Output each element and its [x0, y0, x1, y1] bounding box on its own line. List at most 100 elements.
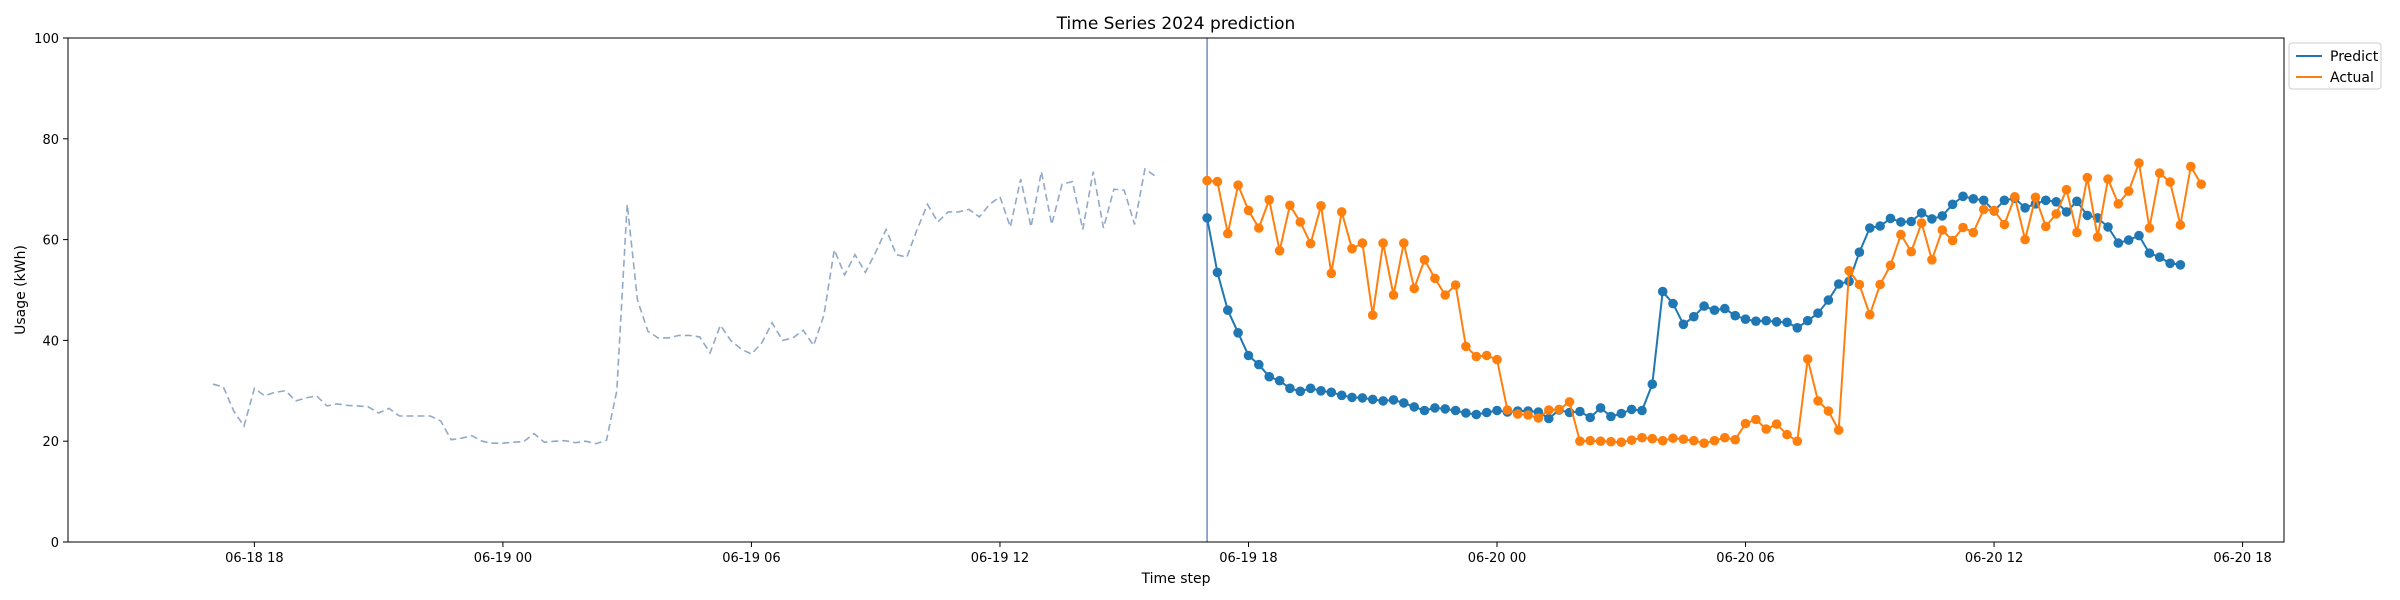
actual-point — [1647, 433, 1658, 444]
actual-point — [2123, 186, 2134, 196]
predict-point — [2123, 235, 2134, 245]
predict-point — [1699, 301, 1709, 311]
predict-point — [1761, 315, 1771, 326]
actual-point — [1388, 290, 1399, 300]
predict-point — [1647, 379, 1658, 390]
predict-point — [1823, 295, 1834, 305]
actual-point — [1223, 228, 1233, 239]
predict-point — [1689, 311, 1699, 322]
actual-point — [2082, 172, 2093, 183]
predict-point — [1305, 383, 1316, 394]
actual-point — [1264, 195, 1274, 205]
y-tick-label: 80 — [42, 133, 59, 148]
predict-point — [1212, 267, 1223, 278]
predict-point — [1616, 408, 1627, 419]
actual-point — [2092, 232, 2103, 242]
actual-point — [1564, 397, 1575, 407]
actual-point — [1626, 435, 1637, 446]
history-line — [212, 167, 1156, 445]
actual-point — [1481, 350, 1492, 361]
predict-point — [2154, 252, 2165, 262]
predict-point — [1906, 216, 1916, 227]
actual-point — [2113, 199, 2124, 209]
actual-point — [2165, 177, 2175, 187]
actual-point — [1616, 437, 1627, 448]
predict-point — [1357, 393, 1368, 403]
y-tick-label: 60 — [42, 234, 59, 249]
actual-point — [1336, 207, 1347, 217]
actual-point — [1823, 406, 1834, 416]
legend-label-actual: Actual — [2330, 70, 2374, 86]
predict-point — [1202, 213, 1212, 223]
predict-point — [1657, 286, 1668, 297]
predict-point — [2041, 195, 2051, 206]
actual-point — [1606, 436, 1616, 447]
actual-point — [1254, 223, 1264, 233]
actual-point — [1471, 351, 1482, 362]
predict-point — [1336, 390, 1347, 401]
actual-point — [1792, 436, 1803, 447]
actual-point — [1689, 435, 1699, 446]
predict-point — [1326, 387, 1337, 398]
actual-point — [1896, 229, 1906, 240]
actual-point — [1357, 238, 1368, 248]
predict-point — [2072, 196, 2082, 207]
actual-point — [1233, 180, 1243, 190]
predict-point — [1896, 217, 1906, 227]
actual-point — [1751, 414, 1761, 425]
actual-point — [2030, 192, 2041, 203]
predict-point — [1782, 317, 1792, 328]
actual-point — [2061, 184, 2072, 195]
actual-point — [1761, 424, 1771, 434]
actual-point — [1450, 280, 1461, 290]
predict-point — [1626, 404, 1637, 415]
predict-point — [2134, 230, 2144, 241]
predict-point — [1450, 405, 1461, 416]
x-tick-label: 06-20 00 — [1468, 551, 1526, 566]
actual-point — [1492, 354, 1502, 365]
actual-point — [1243, 205, 1254, 216]
actual-point — [2041, 221, 2051, 232]
x-tick-label: 06-19 00 — [474, 551, 532, 566]
predict-point — [1668, 298, 1678, 309]
predict-point — [1937, 211, 1948, 221]
actual-point — [1274, 245, 1285, 256]
actual-point — [2196, 179, 2206, 189]
plot-area — [212, 38, 2206, 542]
actual-point — [1326, 268, 1337, 279]
predict-point — [2103, 222, 2113, 232]
predict-point — [1958, 191, 1968, 202]
predict-point — [1461, 408, 1471, 418]
predict-point — [1947, 199, 1958, 210]
x-axis: 06-18 18 06-19 00 06-19 06 06-19 12 06-19 18… — [225, 542, 2272, 566]
chart-title: Time Series 2024 prediction — [1056, 14, 1296, 34]
actual-point — [1833, 425, 1844, 435]
actual-point — [1212, 176, 1223, 187]
actual-point — [1720, 432, 1730, 443]
predict-point — [2082, 210, 2093, 221]
predict-point — [1575, 406, 1585, 417]
actual-point — [2020, 234, 2030, 245]
x-tick-label: 06-19 06 — [722, 551, 780, 566]
actual-point — [1906, 246, 1916, 257]
predict-point — [1347, 392, 1357, 403]
predict-point — [1927, 214, 1937, 224]
actual-point — [1947, 235, 1958, 246]
actual-point — [1854, 279, 1865, 290]
predict-point — [1544, 413, 1554, 424]
actual-point — [2072, 227, 2082, 238]
predict-point — [1233, 328, 1243, 338]
actual-point — [1202, 175, 1212, 186]
actual-point — [2103, 174, 2113, 184]
predict-point — [1585, 412, 1595, 423]
actual-point — [1419, 254, 1430, 265]
predict-line — [1206, 195, 2181, 420]
actual-point — [1575, 436, 1585, 447]
predict-point — [1916, 208, 1927, 218]
y-tick-label: 100 — [34, 32, 59, 47]
predict-point — [1740, 314, 1751, 325]
predict-point — [2175, 260, 2186, 270]
y-axis: 0 20 40 60 80 100 — [34, 32, 68, 551]
predict-point — [1399, 398, 1409, 408]
